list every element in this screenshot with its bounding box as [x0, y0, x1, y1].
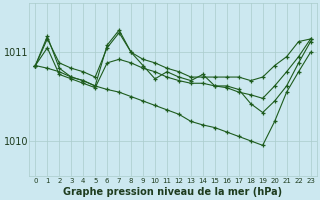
X-axis label: Graphe pression niveau de la mer (hPa): Graphe pression niveau de la mer (hPa): [63, 187, 283, 197]
